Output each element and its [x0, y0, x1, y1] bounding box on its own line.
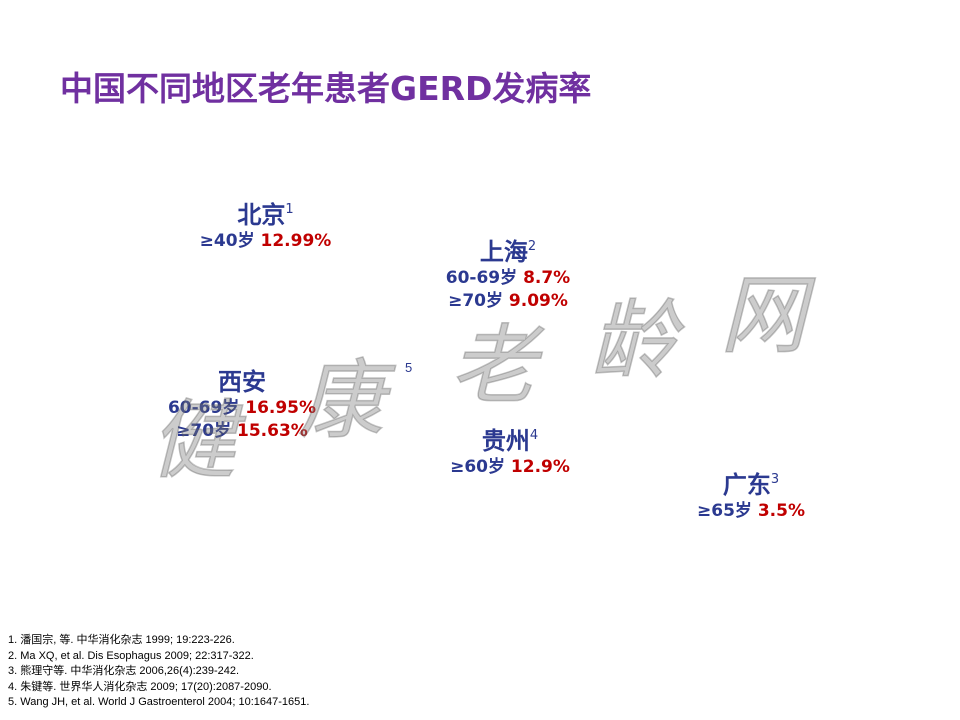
region-guizhou: 贵州4 ≥60岁 12.9% — [440, 421, 580, 479]
region-beijing: 北京1 ≥40岁 12.99% — [193, 195, 338, 253]
reference-item: 5. Wang JH, et al. World J Gastroenterol… — [8, 696, 310, 708]
watermark-char: 龄 — [589, 290, 677, 392]
region-guangdong: 广东3 ≥65岁 3.5% — [686, 465, 816, 523]
watermark-char: 老 — [449, 315, 537, 417]
region-ref: 3 — [770, 472, 780, 487]
slide-title: 中国不同地区老年患者GERD发病率 — [60, 69, 592, 108]
region-stat: ≥40岁 12.99% — [199, 231, 332, 251]
region-shanghai: 上海2 60-69岁 8.7% ≥70岁 9.09% — [438, 232, 578, 313]
floating-ref-number: 5 — [405, 360, 413, 375]
watermark-char: 网 — [719, 265, 807, 367]
region-ref: 1 — [285, 202, 294, 217]
region-stat: ≥60岁 12.9% — [450, 457, 570, 477]
region-xian: 西安 60-69岁 16.95% ≥70岁 15.63% — [162, 367, 322, 443]
region-stat: ≥70岁 9.09% — [448, 291, 568, 311]
region-ref: 4 — [529, 428, 539, 443]
reference-item: 2. Ma XQ, et al. Dis Esophagus 2009; 22:… — [8, 649, 254, 662]
region-name: 西安 — [218, 368, 266, 396]
region-stat: 60-69岁 8.7% — [445, 268, 571, 288]
reference-item: 1. 潘国宗, 等. 中华消化杂志 1999; 19:223-226. — [8, 634, 235, 646]
region-name: 上海2 — [479, 238, 537, 266]
region-stat: ≥70岁 15.63% — [176, 421, 308, 441]
region-stat: 60-69岁 16.95% — [167, 398, 317, 418]
region-stat: ≥65岁 3.5% — [697, 501, 805, 521]
region-name: 贵州4 — [481, 427, 539, 455]
region-name: 北京1 — [237, 201, 294, 229]
region-ref: 2 — [527, 239, 537, 254]
reference-item: 3. 熊理守等. 中华消化杂志 2006,26(4):239-242. — [8, 665, 240, 677]
references: 1. 潘国宗, 等. 中华消化杂志 1999; 19:223-226. 2. M… — [8, 633, 309, 711]
reference-item: 4. 朱键等. 世界华人消化杂志 2009; 17(20):2087-2090. — [8, 680, 272, 693]
region-name: 广东3 — [722, 471, 780, 499]
